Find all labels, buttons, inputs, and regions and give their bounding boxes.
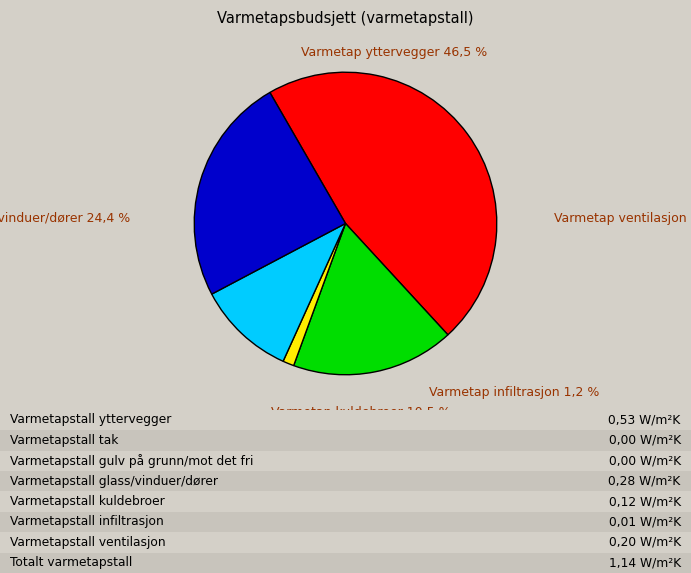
Text: Varmetapstall glass/vinduer/dører: Varmetapstall glass/vinduer/dører (10, 474, 218, 488)
Bar (0, 512, 691, 532)
Text: Totalt varmetapstall: Totalt varmetapstall (10, 556, 133, 570)
Bar (0, 410, 691, 430)
Text: 1,14 W/m²K: 1,14 W/m²K (609, 556, 681, 570)
Text: Varmetapstall ventilasjon: Varmetapstall ventilasjon (10, 536, 166, 549)
Wedge shape (194, 92, 346, 294)
Text: Varmetapstall infiltrasjon: Varmetapstall infiltrasjon (10, 516, 164, 528)
Text: Varmetapstall gulv på grunn/mot det fri: Varmetapstall gulv på grunn/mot det fri (10, 454, 254, 468)
Bar (0, 471, 691, 492)
Text: Varmetap kuldebroer 10,5 %: Varmetap kuldebroer 10,5 % (271, 406, 451, 419)
Text: Varmetapstall kuldebroer: Varmetapstall kuldebroer (10, 495, 165, 508)
Text: 0,12 W/m²K: 0,12 W/m²K (609, 495, 681, 508)
Wedge shape (294, 223, 448, 375)
Bar (0, 450, 691, 471)
Wedge shape (283, 223, 346, 366)
Text: 0,00 W/m²K: 0,00 W/m²K (609, 454, 681, 467)
Text: Varmetapstall tak: Varmetapstall tak (10, 434, 119, 447)
Text: Varmetap infiltrasjon 1,2 %: Varmetap infiltrasjon 1,2 % (428, 386, 599, 399)
Text: 0,28 W/m²K: 0,28 W/m²K (608, 474, 681, 488)
Text: Varmetapsbudsjett (varmetapstall): Varmetapsbudsjett (varmetapstall) (217, 11, 474, 26)
Text: Varmetap ventilasjon 17,4 %: Varmetap ventilasjon 17,4 % (554, 213, 691, 225)
Text: 0,00 W/m²K: 0,00 W/m²K (609, 434, 681, 447)
Text: 0,53 W/m²K: 0,53 W/m²K (608, 413, 681, 426)
Bar (0, 552, 691, 573)
Text: 0,01 W/m²K: 0,01 W/m²K (609, 516, 681, 528)
Wedge shape (211, 223, 346, 361)
Bar (0, 532, 691, 552)
Text: Varmetap yttervegger 46,5 %: Varmetap yttervegger 46,5 % (301, 46, 487, 59)
Wedge shape (270, 72, 497, 335)
Text: Varmetapstall yttervegger: Varmetapstall yttervegger (10, 413, 172, 426)
Bar (0, 430, 691, 450)
Bar (0, 492, 691, 512)
Text: Varmetap vinduer/dører 24,4 %: Varmetap vinduer/dører 24,4 % (0, 213, 131, 225)
Text: 0,20 W/m²K: 0,20 W/m²K (609, 536, 681, 549)
